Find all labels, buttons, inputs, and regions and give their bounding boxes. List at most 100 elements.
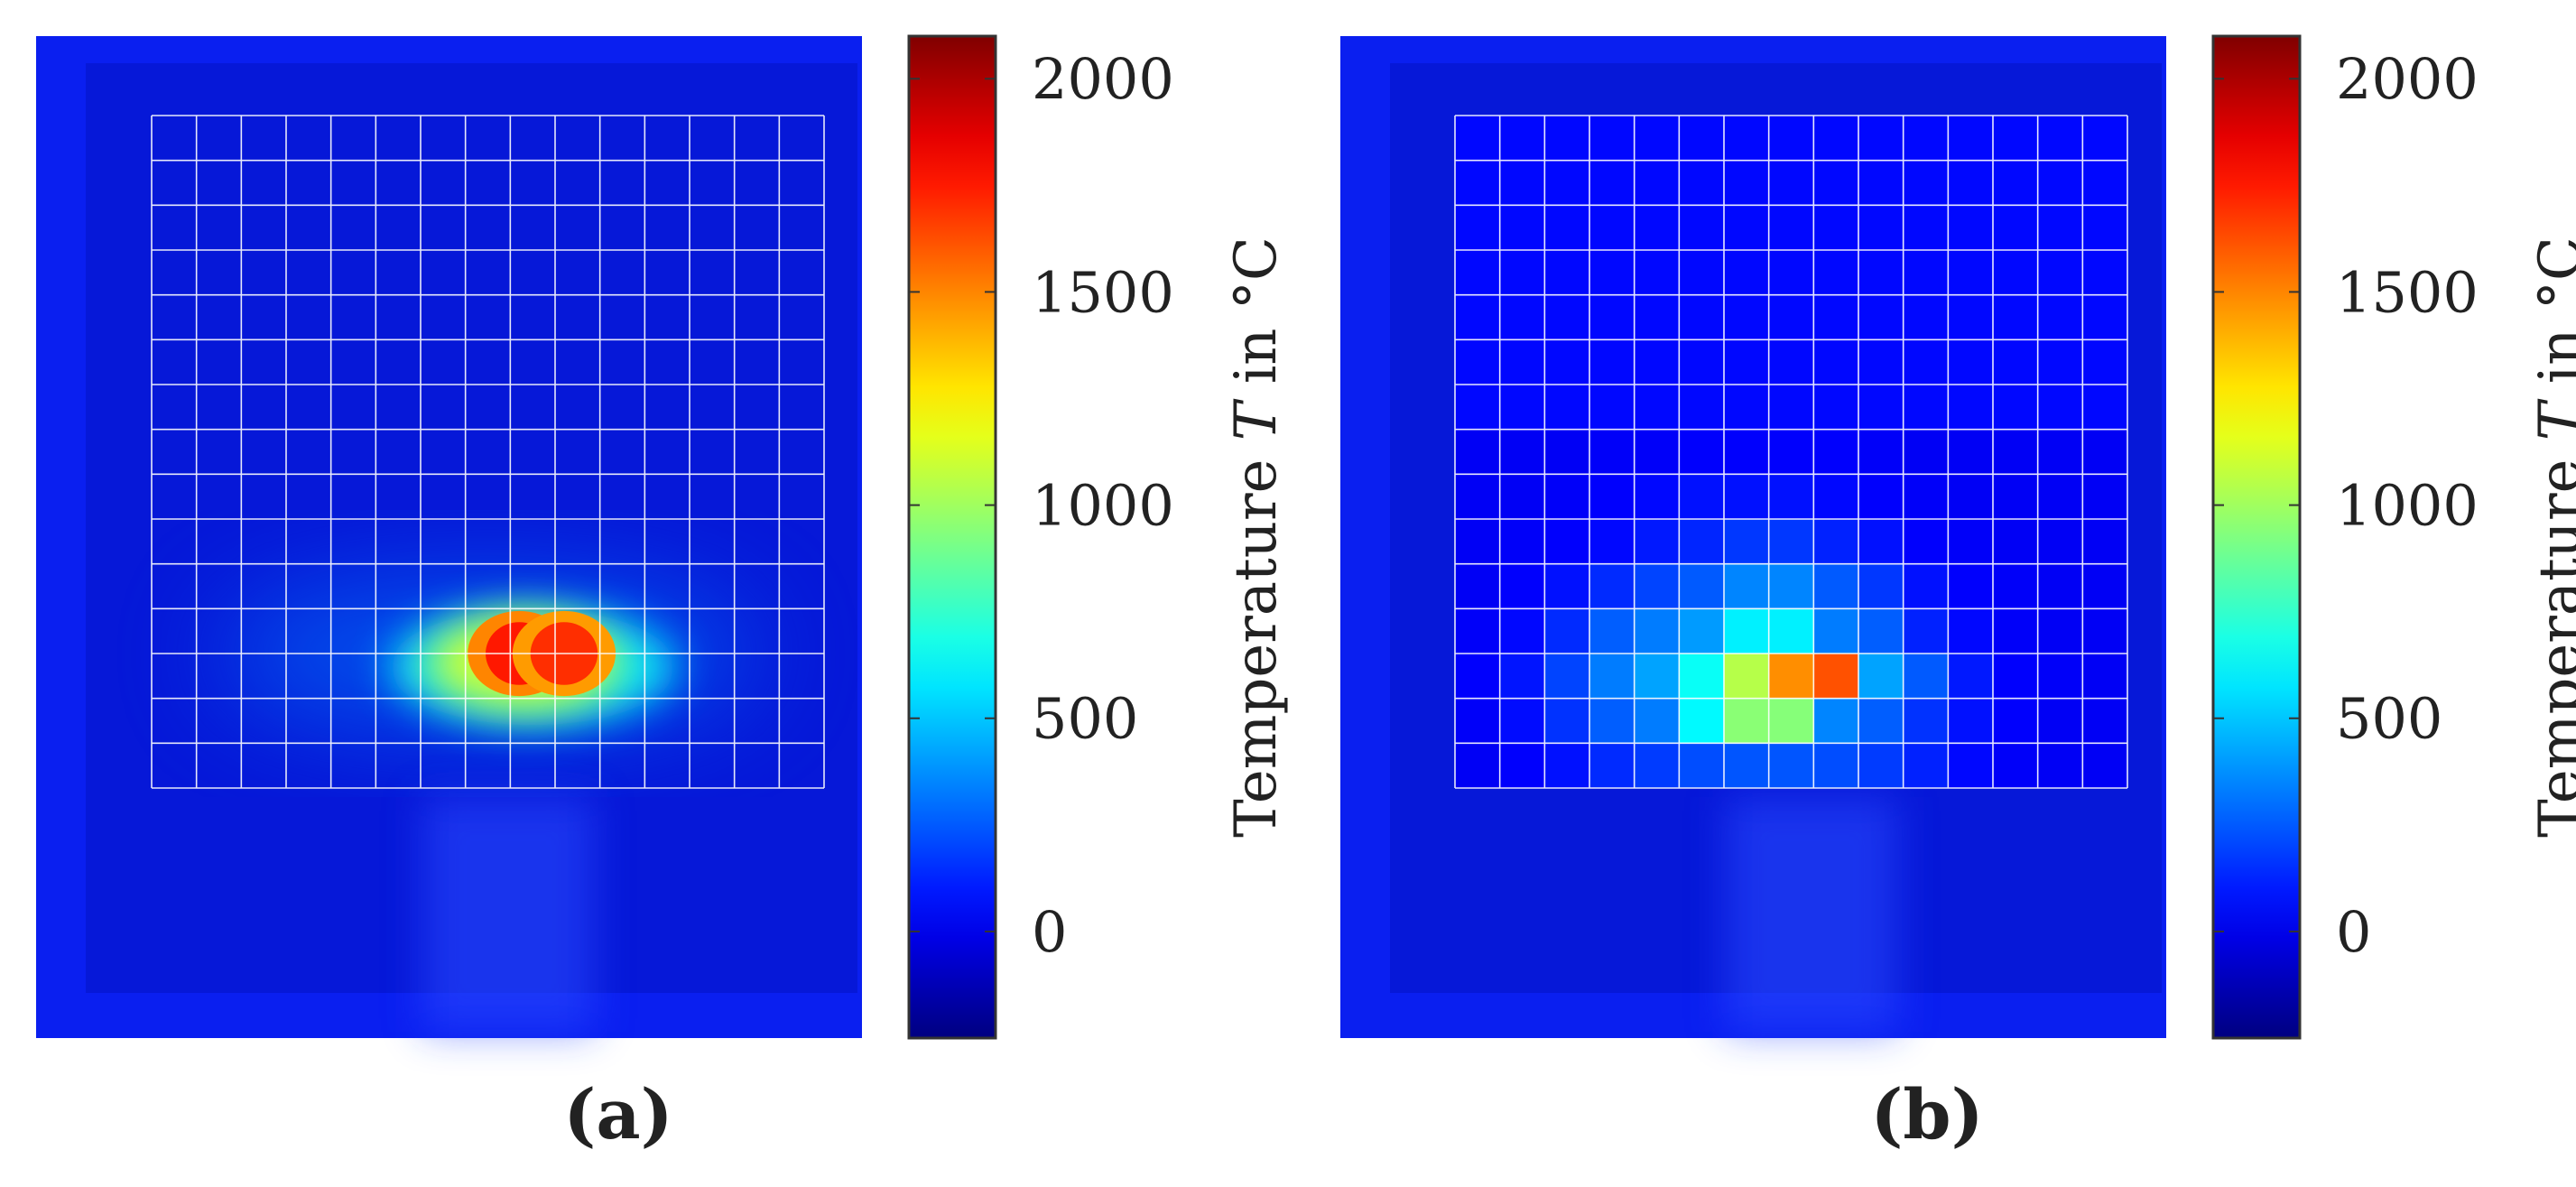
heatmap-cell (1589, 608, 1635, 654)
heatmap-cell (1634, 654, 1680, 700)
heatmap-cell (1858, 339, 1904, 385)
heatmap-cell (1634, 205, 1680, 251)
heatmap-cell (1544, 608, 1590, 654)
heatmap-cell (2082, 608, 2128, 654)
heatmap-cell (2037, 743, 2083, 789)
heatmap-cell (1858, 474, 1904, 520)
heatmap-cell (1724, 608, 1770, 654)
heatmap-cell (1679, 563, 1725, 609)
colorbar-tick-label: 0 (1032, 899, 1067, 965)
heatmap-cell (1634, 339, 1680, 385)
heatmap-cell (1634, 743, 1680, 789)
heatmap-cell (1455, 160, 1501, 206)
heatmap-cell (1858, 698, 1904, 744)
panel-a: 0 500 1000 1500 2000 Temperature T in °C (36, 34, 1290, 1040)
heatmap-cell (1679, 474, 1725, 520)
heatmap-cell (1768, 205, 1814, 251)
colorbar-tick-label: 1500 (1032, 259, 1174, 325)
heatmap-cell (1993, 160, 2039, 206)
heatmap-cell (1679, 608, 1725, 654)
heatmap-cell (2037, 608, 2083, 654)
heatmap-cell (1858, 205, 1904, 251)
heatmap-cell (1903, 654, 1949, 700)
heatmap-cell (1903, 429, 1949, 475)
colorbar-label-variable: T (2527, 398, 2576, 440)
colorbar-tick-label: 2000 (2336, 46, 2479, 112)
heatmap-cell (1768, 563, 1814, 609)
heatmap-cell (1679, 385, 1725, 431)
heatmap-cell (1589, 743, 1635, 789)
heatmap-cell (1499, 160, 1545, 206)
heatmap-cell (1499, 205, 1545, 251)
heatmap-cell (1589, 116, 1635, 162)
thermal-plume (422, 797, 594, 1032)
heatmap-cell (1724, 474, 1770, 520)
colorbar-label-prefix: Temperature (2527, 440, 2576, 838)
heatmap-cell (1813, 474, 1859, 520)
heatmap-cell (1724, 519, 1770, 565)
heatmap-cell (1455, 608, 1501, 654)
heatmap-cell (1858, 743, 1904, 789)
heatmap-cell (2037, 519, 2083, 565)
heatmap-cell (1813, 160, 1859, 206)
heatmap-cell (2082, 474, 2128, 520)
heatmap-cell (1903, 160, 1949, 206)
heatmap-cell (1589, 429, 1635, 475)
colorbar-tick-label: 0 (2336, 899, 2371, 965)
heatmap-cell (1993, 339, 2039, 385)
heatmap-cell (1903, 698, 1949, 744)
heatmap-cell (1993, 250, 2039, 296)
heatmap-cell (1948, 474, 1994, 520)
colorbar-tick-label: 500 (1032, 686, 1138, 752)
heatmap-cell (1813, 743, 1859, 789)
heatmap-cell (1634, 608, 1680, 654)
heatmap-cell (2082, 519, 2128, 565)
heatmap-cell (1589, 294, 1635, 340)
heatmap-cell (1768, 429, 1814, 475)
heatmap-cell (2082, 698, 2128, 744)
heatmap-cell (1589, 474, 1635, 520)
heatmap-cell (1858, 654, 1904, 700)
colorbar-label-prefix: Temperature (1223, 440, 1290, 838)
heatmap-cell (1679, 116, 1725, 162)
colorbar-label-suffix: in °C (1223, 236, 1290, 402)
heatmap-cell (1858, 160, 1904, 206)
heatmap-cell (1499, 743, 1545, 789)
heatmap-cell (1993, 519, 2039, 565)
heatmap-cell (1589, 654, 1635, 700)
heatmap-cell (2037, 205, 2083, 251)
heatmap-cell (1948, 205, 1994, 251)
heatmap-cell (1768, 519, 1814, 565)
heatmap-cell (1813, 563, 1859, 609)
heatmap-cell (1499, 608, 1545, 654)
heatmap-cell (1903, 563, 1949, 609)
heatmap-cell (1634, 294, 1680, 340)
heatmap-cell (1679, 698, 1725, 744)
heatmap-cell (1499, 654, 1545, 700)
heatmap-cell (1499, 563, 1545, 609)
heatmap-cell (2082, 563, 2128, 609)
heatmap-cell (1948, 743, 1994, 789)
heatmap-cell (1724, 385, 1770, 431)
heatmap-cell (1499, 474, 1545, 520)
heatmap-cell (1544, 743, 1590, 789)
heatmap-cell (1589, 205, 1635, 251)
heatmap-cell (1679, 654, 1725, 700)
heatmap-cell (1724, 116, 1770, 162)
heatmap-cell (1455, 429, 1501, 475)
colorbar-label: Temperature T in °C (1223, 236, 1290, 838)
heatmap-cell (1544, 160, 1590, 206)
heatmap-cell (1993, 654, 2039, 700)
heatmap-cell (1948, 654, 1994, 700)
heatmap-cell (1679, 160, 1725, 206)
heatmap-cell (1455, 294, 1501, 340)
heatmap-cell (1634, 429, 1680, 475)
heatmap-cell (1724, 339, 1770, 385)
colorbar-tick-label: 2000 (1032, 46, 1174, 112)
heatmap-cell (1499, 294, 1545, 340)
panel-label-b: (b) (1870, 1074, 1984, 1155)
heatmap-cell (1679, 294, 1725, 340)
measurement-grid (1454, 115, 2128, 789)
heatmap-cell (1903, 205, 1949, 251)
